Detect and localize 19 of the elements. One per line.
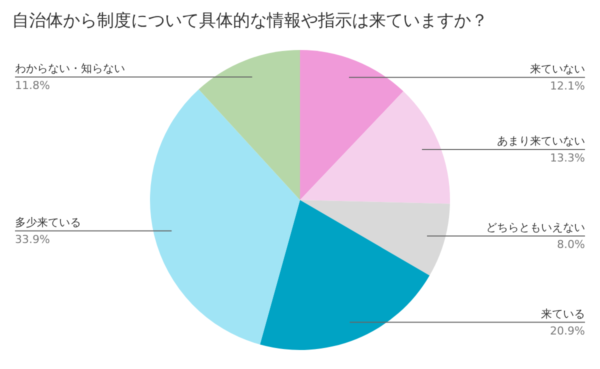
pie-slice [300, 200, 450, 276]
pie-slice [198, 50, 300, 200]
slice-label: 多少来ている [15, 216, 81, 229]
slice-label: 来ていない [530, 62, 585, 76]
chart-title: 自治体から制度について具体的な情報や指示は来ていますか？ [12, 11, 488, 31]
slice-label: どちらともいえない [486, 221, 585, 234]
data-label: 11.8% [15, 78, 50, 92]
data-label: 33.9% [15, 232, 50, 246]
data-label: 12.1% [550, 79, 585, 92]
data-label: 20.9% [550, 324, 585, 338]
slice-label: わからない・知らない [15, 62, 125, 75]
pie-slice [260, 200, 430, 350]
pie-slice [300, 50, 404, 200]
slice-label: 来ている [541, 307, 585, 320]
pie-slice [150, 89, 300, 345]
pie-slice [300, 91, 450, 204]
data-label: 13.3% [550, 151, 585, 164]
slice-label: あまり来ていない [497, 134, 585, 148]
data-label: 8.0% [557, 238, 585, 252]
